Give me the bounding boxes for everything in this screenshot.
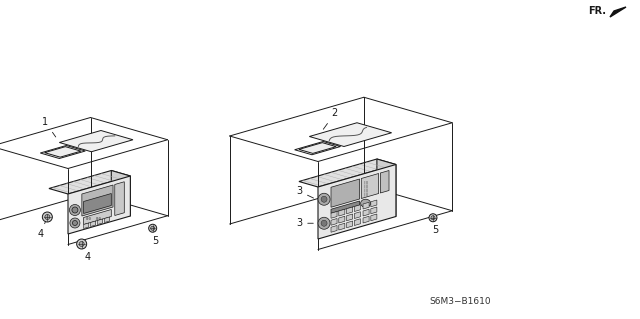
Text: 4: 4: [37, 219, 46, 239]
Polygon shape: [339, 209, 345, 216]
Circle shape: [318, 193, 330, 205]
Text: 3: 3: [296, 218, 314, 228]
Polygon shape: [355, 205, 360, 211]
Polygon shape: [331, 201, 360, 213]
Text: 00  00: 00 00: [86, 217, 102, 220]
Text: S6M3−B1610: S6M3−B1610: [429, 296, 491, 306]
Circle shape: [79, 241, 84, 247]
Circle shape: [70, 218, 80, 228]
Text: ||||: ||||: [363, 180, 368, 184]
Polygon shape: [331, 226, 337, 232]
Polygon shape: [84, 194, 111, 213]
Polygon shape: [347, 221, 353, 228]
Polygon shape: [610, 7, 626, 17]
Polygon shape: [97, 219, 102, 225]
Polygon shape: [339, 223, 345, 230]
Polygon shape: [90, 221, 96, 226]
Polygon shape: [371, 214, 377, 221]
Polygon shape: [115, 182, 124, 216]
Polygon shape: [318, 165, 396, 239]
Polygon shape: [111, 170, 131, 216]
Text: 2: 2: [323, 108, 338, 129]
Text: ||||: ||||: [363, 192, 368, 196]
Polygon shape: [355, 212, 360, 219]
Polygon shape: [339, 216, 345, 223]
Polygon shape: [347, 214, 353, 221]
Polygon shape: [309, 123, 392, 146]
Polygon shape: [377, 159, 396, 217]
Polygon shape: [68, 176, 131, 234]
Polygon shape: [299, 143, 336, 153]
Polygon shape: [299, 159, 396, 187]
Polygon shape: [371, 200, 377, 207]
Ellipse shape: [360, 199, 371, 207]
Circle shape: [72, 220, 77, 226]
Polygon shape: [363, 216, 369, 223]
Circle shape: [69, 204, 81, 216]
Polygon shape: [84, 223, 89, 228]
Polygon shape: [104, 217, 109, 222]
Polygon shape: [331, 211, 337, 218]
Polygon shape: [363, 209, 369, 216]
Polygon shape: [40, 145, 85, 159]
Circle shape: [45, 214, 50, 219]
Polygon shape: [347, 207, 353, 214]
Polygon shape: [331, 219, 337, 225]
Text: ||||: ||||: [363, 188, 368, 192]
Circle shape: [318, 217, 330, 229]
Circle shape: [77, 239, 86, 249]
Polygon shape: [380, 170, 389, 193]
Circle shape: [429, 214, 437, 222]
Text: 3: 3: [296, 186, 314, 198]
Polygon shape: [371, 207, 377, 214]
Polygon shape: [82, 185, 113, 216]
Polygon shape: [84, 210, 111, 225]
Text: 1: 1: [42, 117, 56, 137]
Polygon shape: [60, 130, 133, 152]
Circle shape: [150, 226, 155, 230]
Polygon shape: [331, 179, 360, 207]
Circle shape: [72, 207, 78, 213]
Text: 4: 4: [83, 247, 91, 262]
Circle shape: [42, 212, 52, 222]
Circle shape: [148, 224, 157, 232]
Text: FR.: FR.: [588, 6, 606, 16]
Circle shape: [321, 196, 327, 202]
Circle shape: [321, 220, 327, 226]
Polygon shape: [49, 170, 131, 194]
Polygon shape: [355, 219, 360, 226]
Text: 5: 5: [153, 228, 159, 246]
Text: ||||: ||||: [363, 184, 368, 188]
Polygon shape: [45, 147, 81, 157]
Polygon shape: [363, 202, 369, 209]
Polygon shape: [294, 142, 340, 155]
Text: 5: 5: [432, 218, 438, 235]
Polygon shape: [362, 174, 379, 198]
Circle shape: [431, 216, 435, 220]
